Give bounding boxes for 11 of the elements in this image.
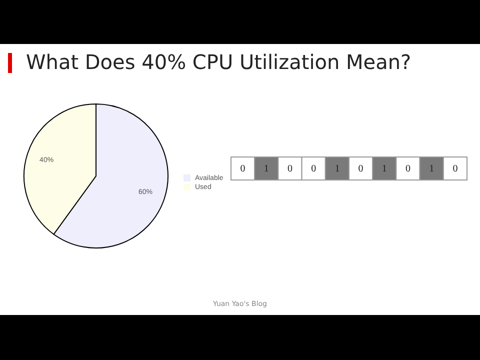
data-label: 0	[358, 164, 364, 174]
data-label: 1	[429, 164, 434, 174]
data-label: 1	[382, 164, 387, 174]
data-label: 0	[240, 164, 246, 174]
data-label: 0	[452, 164, 458, 174]
data-label: 0	[288, 164, 292, 174]
data-label: 0	[311, 164, 316, 174]
data-label: 1	[334, 164, 340, 174]
data-label: 0	[406, 164, 410, 174]
data-label: 1	[264, 164, 269, 174]
chart-title: What Does 40% CPU Utilization Mean?	[26, 50, 412, 74]
